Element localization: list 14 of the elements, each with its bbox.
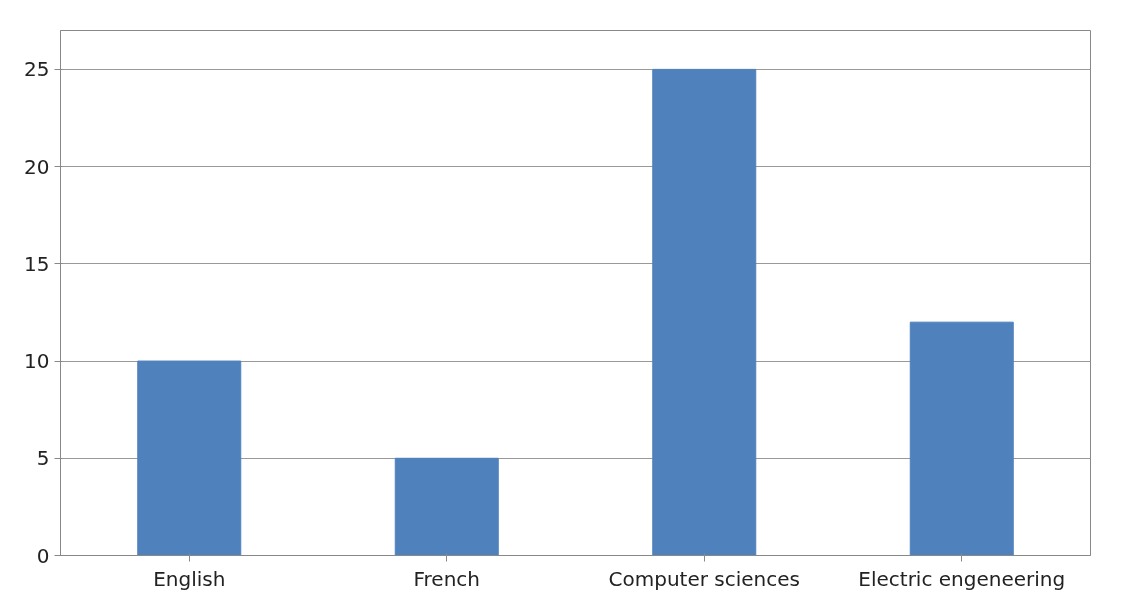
x-tick-label: English <box>153 566 226 591</box>
bar <box>137 360 242 556</box>
y-tick-label: 10 <box>24 349 50 374</box>
bar <box>909 321 1014 556</box>
y-tick-label: 0 <box>36 543 50 568</box>
bar <box>652 68 757 556</box>
y-tick-label: 20 <box>24 154 50 179</box>
x-tick-label: Electric engeneering <box>858 566 1066 591</box>
y-tick-label: 5 <box>36 446 50 471</box>
y-tick-label: 15 <box>24 251 50 276</box>
y-tick-label: 25 <box>24 57 50 82</box>
x-tick-label: Computer sciences <box>608 566 800 591</box>
x-tick-label: French <box>413 566 480 591</box>
bar <box>394 457 499 556</box>
